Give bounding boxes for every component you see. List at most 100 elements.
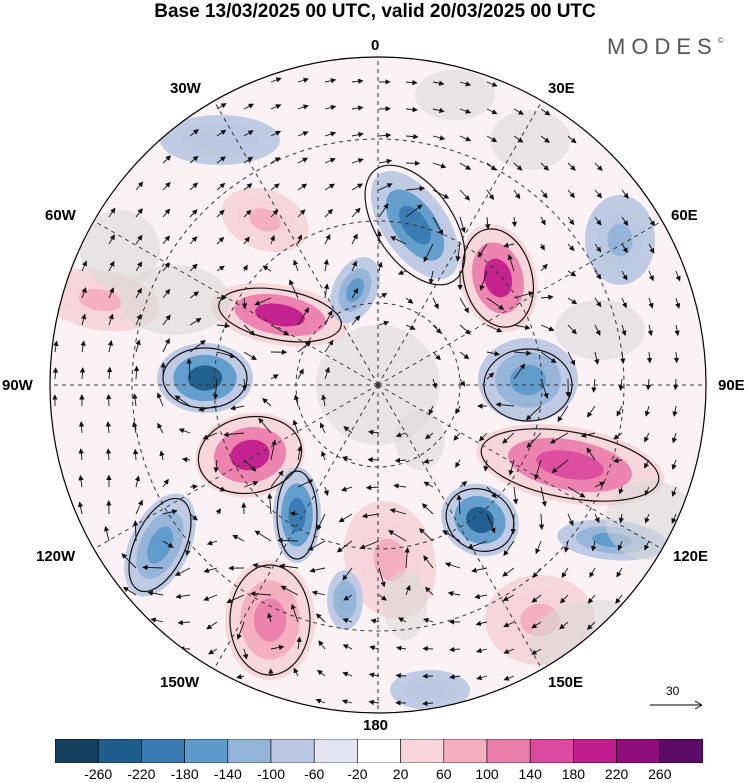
wind-vector	[474, 593, 488, 600]
wind-vector	[203, 567, 218, 574]
wind-vector	[449, 646, 461, 653]
wind-vector	[648, 243, 655, 254]
wind-vector	[671, 486, 677, 497]
wind-vector	[486, 135, 498, 143]
wind-vector	[297, 157, 309, 164]
wind-vector	[216, 182, 226, 191]
wind-vector	[591, 378, 597, 393]
wind-vector	[189, 484, 199, 490]
wind-vector	[567, 351, 576, 366]
wind-vector	[216, 351, 236, 359]
wind-vector	[343, 426, 353, 434]
wind-vector	[159, 450, 165, 461]
wind-vector	[324, 208, 334, 218]
wind-vector	[484, 216, 491, 230]
wind-vector	[620, 351, 626, 364]
wind-vector	[351, 105, 364, 111]
colorbar-tick-label: 60	[436, 766, 452, 782]
wind-vector	[613, 432, 623, 440]
wind-vector	[422, 700, 434, 707]
wind-vector	[79, 367, 86, 380]
colorbar-swatch	[486, 739, 531, 763]
wind-vector	[341, 699, 353, 705]
wind-vector	[208, 648, 218, 655]
wind-vector	[567, 135, 577, 144]
wind-vectors	[52, 77, 681, 707]
wind-vector	[132, 393, 138, 407]
wind-vector	[449, 674, 461, 680]
lon-label-30e: 30E	[548, 80, 575, 97]
wind-vector	[486, 372, 495, 380]
wind-vector	[324, 339, 334, 353]
contour-line	[480, 428, 660, 502]
wind-vector	[486, 350, 500, 357]
wind-vector	[540, 108, 551, 116]
wind-vector	[478, 432, 488, 442]
wind-vector	[270, 130, 282, 137]
wind-vector	[395, 645, 407, 651]
wind-vector	[376, 230, 383, 245]
wind-vector	[508, 459, 515, 476]
wind-vector	[132, 520, 139, 542]
wind-vector	[121, 553, 137, 569]
wind-vector	[557, 405, 569, 423]
wind-vector	[648, 270, 654, 282]
wind-vector	[289, 510, 299, 517]
wind-vector	[189, 236, 198, 245]
wind-vector	[216, 323, 231, 329]
lon-label-120w: 120W	[36, 548, 76, 565]
wind-vector	[502, 567, 515, 577]
colorbar-swatch	[227, 739, 272, 763]
wind-vector	[644, 405, 650, 417]
wind-vector	[594, 513, 600, 524]
wind-vector	[242, 264, 248, 272]
wind-vector	[135, 339, 141, 353]
wind-vector	[378, 567, 386, 588]
wind-vector	[395, 672, 407, 679]
wind-vector	[226, 594, 245, 604]
colorbar-tick-label: 100	[475, 766, 499, 782]
lon-label-60e: 60E	[671, 207, 698, 224]
wind-vector	[174, 395, 191, 407]
wind-vector	[135, 499, 143, 515]
wind-vector	[405, 133, 419, 140]
wind-vector	[297, 234, 303, 245]
wind-vector	[539, 243, 545, 251]
lon-label-90w: 90W	[2, 377, 33, 394]
wind-vector	[270, 209, 279, 218]
wind-vector	[423, 481, 434, 488]
wind-vector	[563, 540, 570, 553]
wind-vector	[316, 669, 326, 677]
lon-label-30w: 30W	[170, 80, 201, 97]
wind-vector	[615, 594, 623, 604]
polar-map	[49, 56, 707, 714]
wind-vector	[644, 459, 650, 469]
wind-vector	[512, 486, 519, 505]
wind-vector	[162, 181, 171, 191]
wind-vector	[567, 189, 575, 199]
lon-label-120e: 120E	[673, 548, 709, 565]
wind-vector	[243, 480, 259, 488]
wind-vector	[252, 562, 272, 569]
wind-vector	[324, 157, 336, 164]
wind-vector	[561, 567, 569, 579]
colorbar-swatch	[573, 739, 617, 763]
wind-vector	[324, 366, 330, 380]
wind-vector	[538, 513, 545, 531]
wind-vector	[531, 648, 542, 655]
wind-vector	[202, 432, 218, 440]
wind-vector	[621, 324, 627, 337]
meridian-line	[377, 98, 544, 386]
wind-vector	[254, 530, 272, 542]
wind-vector	[618, 486, 624, 495]
anomaly-blob	[338, 589, 352, 611]
wind-vector	[531, 621, 542, 629]
wind-vector	[107, 340, 114, 353]
wind-vector	[613, 457, 623, 464]
wind-vector	[476, 647, 488, 654]
anomaly-blob	[255, 303, 305, 327]
wind-vector	[189, 339, 206, 353]
wind-vector	[297, 209, 306, 218]
wind-vector	[621, 189, 629, 199]
wind-vector	[594, 297, 602, 308]
